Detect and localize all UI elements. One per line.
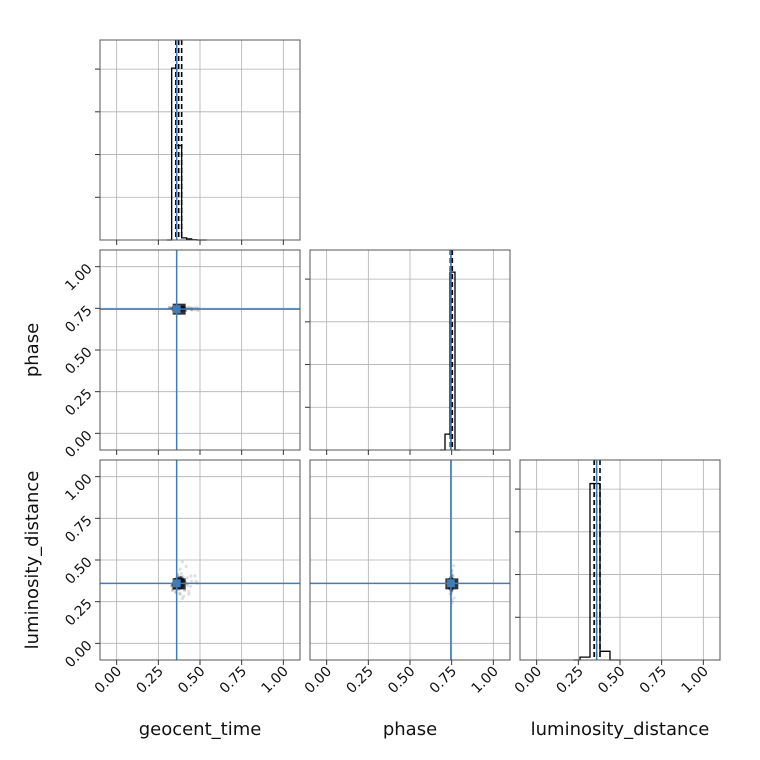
sample-point <box>179 571 183 576</box>
sample-point <box>452 563 456 568</box>
x-tick-label: 0.75 <box>637 664 670 697</box>
x-tick-label: 1.00 <box>258 664 291 697</box>
sample-point <box>185 576 189 580</box>
sample-point <box>180 560 184 564</box>
y-tick-label: 1.00 <box>62 471 95 504</box>
sample-point <box>177 575 181 579</box>
x-tick-label: 0.00 <box>92 664 125 697</box>
sample-point <box>182 594 186 598</box>
sample-point <box>194 579 198 583</box>
sample-point <box>193 574 197 578</box>
y-tick-label: 0.25 <box>62 596 95 629</box>
scatter-panel-geocent_time-phase <box>95 249 301 455</box>
sample-point <box>194 305 199 309</box>
injection-marker <box>446 579 455 588</box>
y-tick-label: 0.00 <box>62 428 95 461</box>
x-tick-label: 0.50 <box>385 664 418 697</box>
sample-point <box>178 591 182 595</box>
y-axis-label: phase <box>22 323 43 377</box>
histogram-phase <box>440 271 460 451</box>
y-tick-label: 1.00 <box>62 261 95 294</box>
y-tick-label: 0.50 <box>62 344 95 377</box>
x-tick-label: 0.75 <box>217 664 250 697</box>
scatter-panel-geocent_time-luminosity_distance <box>95 459 301 665</box>
histogram-luminosity_distance <box>573 482 620 661</box>
x-tick-label: 0.50 <box>595 664 628 697</box>
sample-point <box>181 574 185 579</box>
x-tick-label: 0.75 <box>427 664 460 697</box>
sample-point <box>184 564 188 569</box>
sample-point <box>178 567 182 571</box>
sample-point <box>189 584 193 589</box>
y-tick-label: 0.75 <box>62 513 95 546</box>
scatter-panel-phase-luminosity_distance <box>309 459 511 665</box>
x-tick-label: 0.25 <box>133 664 166 697</box>
x-tick-label: 0.50 <box>175 664 208 697</box>
x-tick-label: 0.25 <box>553 664 586 697</box>
sample-point <box>187 305 191 309</box>
x-tick-label: 0.25 <box>343 664 376 697</box>
sample-point <box>190 580 194 584</box>
sample-point <box>180 596 184 601</box>
hist-panel-geocent_time <box>95 39 301 245</box>
x-tick-label: 1.00 <box>468 664 501 697</box>
y-tick-label: 0.00 <box>62 638 95 671</box>
sample-point <box>452 596 456 600</box>
sample-point <box>179 575 183 579</box>
sample-point <box>187 592 191 596</box>
x-tick-label: 0.00 <box>302 664 335 697</box>
sample-point <box>170 584 174 588</box>
x-axis-label: luminosity_distance <box>531 719 710 740</box>
hist-panel-phase <box>305 249 511 455</box>
hist-panel-luminosity_distance <box>515 459 721 665</box>
sample-point <box>451 574 455 578</box>
injection-marker <box>172 305 181 314</box>
x-axis-label: phase <box>383 719 437 740</box>
sample-point <box>189 574 193 578</box>
y-tick-label: 0.75 <box>62 303 95 336</box>
x-tick-label: 1.00 <box>678 664 711 697</box>
y-axis-label: luminosity_distance <box>22 471 43 650</box>
x-axis-label: geocent_time <box>139 719 262 740</box>
sample-point <box>187 590 191 594</box>
injection-marker <box>172 579 181 588</box>
sample-point <box>178 592 182 596</box>
y-tick-label: 0.50 <box>62 554 95 587</box>
y-tick-label: 0.25 <box>62 386 95 419</box>
sample-point <box>185 583 190 588</box>
x-tick-label: 0.00 <box>512 664 545 697</box>
